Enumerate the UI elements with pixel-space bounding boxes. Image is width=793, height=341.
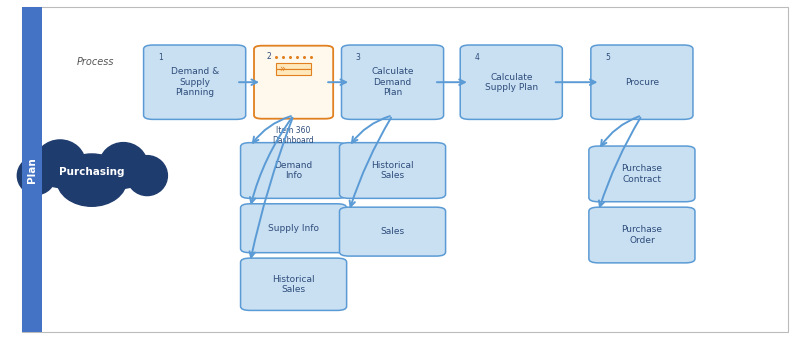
Text: Sales: Sales: [381, 227, 404, 236]
Text: Purchase
Contract: Purchase Contract: [622, 164, 662, 183]
Text: Historical
Sales: Historical Sales: [272, 275, 315, 294]
Text: Demand
Info: Demand Info: [274, 161, 312, 180]
Text: Supply Info: Supply Info: [268, 224, 319, 233]
Text: Process: Process: [77, 57, 114, 67]
FancyBboxPatch shape: [254, 46, 333, 119]
Ellipse shape: [57, 154, 127, 206]
Text: Purchase
Order: Purchase Order: [622, 225, 662, 245]
Text: 4: 4: [474, 53, 479, 62]
Ellipse shape: [99, 143, 147, 188]
Ellipse shape: [35, 140, 86, 188]
FancyBboxPatch shape: [589, 146, 695, 202]
Text: 1: 1: [158, 53, 163, 62]
Text: Calculate
Demand
Plan: Calculate Demand Plan: [371, 67, 414, 97]
FancyBboxPatch shape: [240, 204, 347, 253]
Text: Plan: Plan: [27, 158, 36, 183]
FancyBboxPatch shape: [342, 45, 443, 119]
FancyBboxPatch shape: [276, 69, 311, 75]
FancyBboxPatch shape: [22, 8, 42, 332]
Text: Item 360
Dashboard: Item 360 Dashboard: [273, 125, 315, 145]
Text: Purchasing: Purchasing: [59, 167, 125, 177]
Text: 3: 3: [356, 53, 361, 62]
Ellipse shape: [60, 167, 124, 201]
FancyBboxPatch shape: [276, 62, 311, 69]
Text: Demand &
Supply
Planning: Demand & Supply Planning: [170, 67, 219, 97]
Text: Historical
Sales: Historical Sales: [371, 161, 414, 180]
FancyBboxPatch shape: [460, 45, 562, 119]
Ellipse shape: [17, 157, 56, 195]
FancyBboxPatch shape: [144, 45, 246, 119]
Text: 5: 5: [605, 53, 610, 62]
FancyBboxPatch shape: [240, 143, 347, 198]
Text: Calculate
Supply Plan: Calculate Supply Plan: [485, 73, 538, 92]
Text: »: »: [280, 64, 285, 74]
FancyBboxPatch shape: [339, 143, 446, 198]
FancyBboxPatch shape: [589, 207, 695, 263]
FancyBboxPatch shape: [339, 207, 446, 256]
Text: 2: 2: [266, 53, 271, 61]
FancyBboxPatch shape: [240, 258, 347, 310]
FancyBboxPatch shape: [591, 45, 693, 119]
Ellipse shape: [127, 155, 167, 195]
Text: Procure: Procure: [625, 78, 659, 87]
